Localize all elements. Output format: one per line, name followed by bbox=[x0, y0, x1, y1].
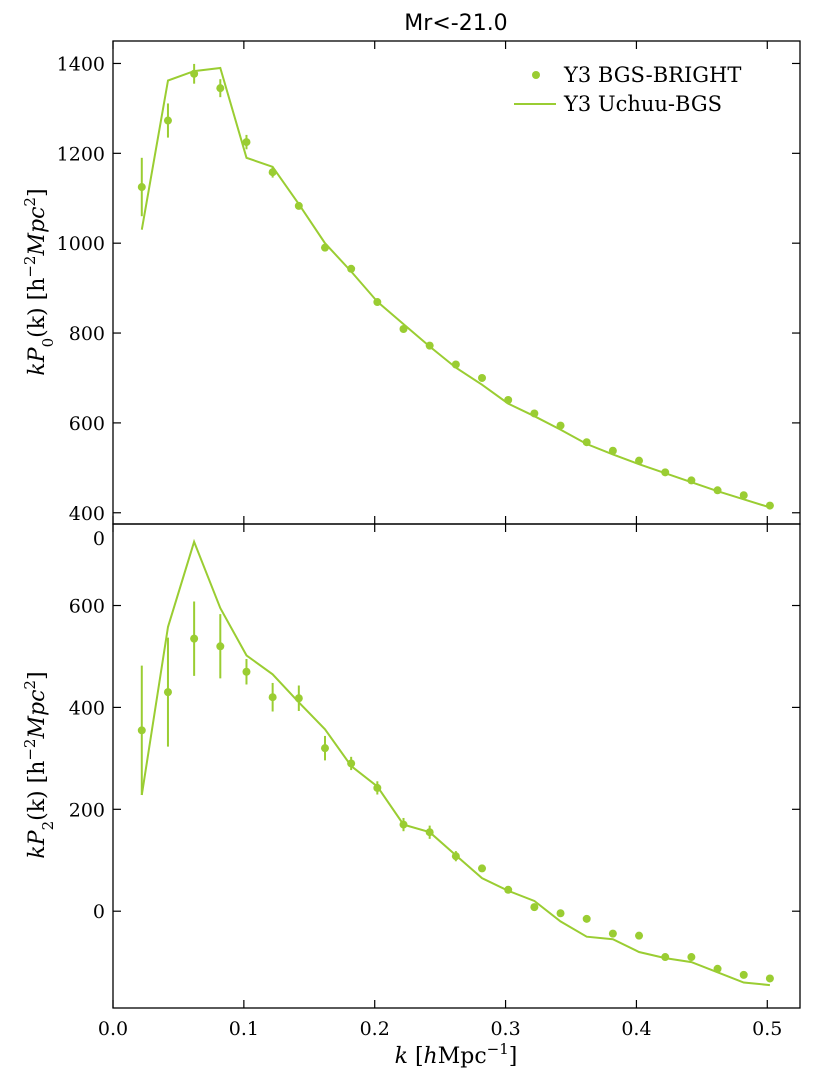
bottom-model-line bbox=[140, 538, 770, 987]
bottom-data-point bbox=[713, 964, 722, 973]
bottom-data-point bbox=[504, 885, 513, 894]
top-data-point bbox=[399, 325, 408, 334]
top-y-tick-label: 800 bbox=[69, 323, 105, 345]
top-data-point bbox=[530, 409, 539, 418]
top-data-point bbox=[373, 298, 382, 307]
bottom-panel-ticks: 0.0 0.1 0.2 0.3 0.4 0.5 0 200 400 600 0 bbox=[69, 524, 800, 1040]
x-tick-label: 0.1 bbox=[229, 1018, 259, 1040]
bottom-y-tick-label: 0 bbox=[93, 901, 105, 923]
bottom-data-point bbox=[451, 852, 460, 861]
top-data-point bbox=[242, 138, 251, 147]
top-data-point bbox=[294, 201, 303, 210]
top-model-line bbox=[140, 66, 771, 509]
top-panel: 400 600 800 1000 1200 1400 kP0(k) [h−2Mpc2] Y… bbox=[21, 40, 801, 525]
top-y-tick-label: 600 bbox=[69, 413, 105, 435]
top-data-points bbox=[137, 63, 774, 510]
top-data-point bbox=[582, 438, 591, 447]
bottom-data-point bbox=[687, 953, 696, 962]
bottom-data-point bbox=[242, 667, 251, 676]
x-tick-label: 0.3 bbox=[490, 1018, 520, 1040]
bottom-data-point bbox=[582, 914, 591, 923]
top-data-point bbox=[216, 84, 225, 93]
top-data-point bbox=[608, 446, 617, 455]
top-data-point bbox=[268, 168, 277, 177]
top-data-point bbox=[635, 456, 644, 465]
top-data-point bbox=[347, 264, 356, 273]
bottom-y-tick-label: 400 bbox=[69, 697, 105, 719]
bottom-data-points bbox=[137, 601, 774, 983]
bottom-data-point bbox=[530, 903, 539, 912]
bottom-data-point bbox=[739, 970, 748, 979]
legend: Y3 BGS-BRIGHT Y3 Uchuu-BGS bbox=[514, 63, 741, 116]
top-data-point bbox=[504, 395, 513, 404]
x-tick-label: 0.4 bbox=[621, 1018, 651, 1040]
top-y-tick-label: 1400 bbox=[57, 53, 105, 75]
bottom-data-point bbox=[216, 642, 225, 651]
bottom-data-point bbox=[163, 688, 172, 697]
bottom-y-tick-label: 600 bbox=[69, 596, 105, 618]
top-data-point bbox=[478, 373, 487, 382]
top-data-point bbox=[320, 243, 329, 252]
bottom-data-point bbox=[137, 726, 146, 735]
top-data-point bbox=[556, 421, 565, 430]
top-data-point bbox=[687, 476, 696, 485]
x-axis-label: k [hMpc−1] bbox=[395, 1040, 518, 1069]
bottom-data-point bbox=[556, 909, 565, 918]
bottom-data-point bbox=[478, 864, 487, 873]
bottom-data-point bbox=[425, 828, 434, 837]
top-data-point bbox=[137, 183, 146, 192]
x-tick-label: 0.0 bbox=[98, 1018, 128, 1040]
top-data-point bbox=[451, 360, 460, 369]
bottom-data-point bbox=[373, 783, 382, 792]
top-y-tick-label: 400 bbox=[69, 503, 105, 525]
top-data-point bbox=[765, 501, 774, 510]
bottom-data-point bbox=[268, 693, 277, 702]
x-tick-label: 0.2 bbox=[360, 1018, 390, 1040]
x-tick-label: 0.5 bbox=[752, 1018, 782, 1040]
bottom-data-point bbox=[399, 820, 408, 829]
legend-marker-points bbox=[532, 71, 540, 79]
top-y-tick-label: 1200 bbox=[57, 143, 105, 165]
bottom-y-tick-label: 200 bbox=[69, 799, 105, 821]
bottom-data-point bbox=[765, 974, 774, 983]
bottom-data-point bbox=[608, 929, 617, 938]
bottom-data-point bbox=[294, 694, 303, 703]
top-data-point bbox=[425, 341, 434, 350]
bottom-data-point bbox=[347, 759, 356, 768]
bottom-data-point bbox=[190, 634, 199, 643]
bottom-y-top-tick-label: 0 bbox=[93, 528, 105, 550]
bottom-data-point bbox=[635, 931, 644, 940]
bottom-model-curve bbox=[140, 538, 770, 987]
legend-label-line: Y3 Uchuu-BGS bbox=[563, 92, 722, 116]
top-data-point bbox=[163, 116, 172, 125]
bottom-y-axis-label: kP2(k) [h−2Mpc2] bbox=[21, 671, 57, 858]
top-data-point bbox=[661, 468, 670, 477]
bottom-panel-frame bbox=[112, 523, 801, 1009]
bottom-data-point bbox=[661, 953, 670, 962]
top-data-point bbox=[190, 69, 199, 78]
top-data-point bbox=[713, 486, 722, 495]
bottom-panel: 0.0 0.1 0.2 0.3 0.4 0.5 0 200 400 600 0 kP2(k) [h−… bbox=[21, 523, 801, 1069]
top-y-tick-label: 1000 bbox=[57, 233, 105, 255]
bottom-data-point bbox=[320, 744, 329, 753]
top-data-point bbox=[739, 491, 748, 500]
top-panel-ticks: 400 600 800 1000 1200 1400 bbox=[57, 41, 800, 525]
top-y-axis-label: kP0(k) [h−2Mpc2] bbox=[21, 188, 57, 375]
top-model-curve bbox=[140, 66, 771, 509]
legend-label-points: Y3 BGS-BRIGHT bbox=[563, 63, 741, 87]
chart-title: Mr<-21.0 bbox=[404, 11, 507, 36]
